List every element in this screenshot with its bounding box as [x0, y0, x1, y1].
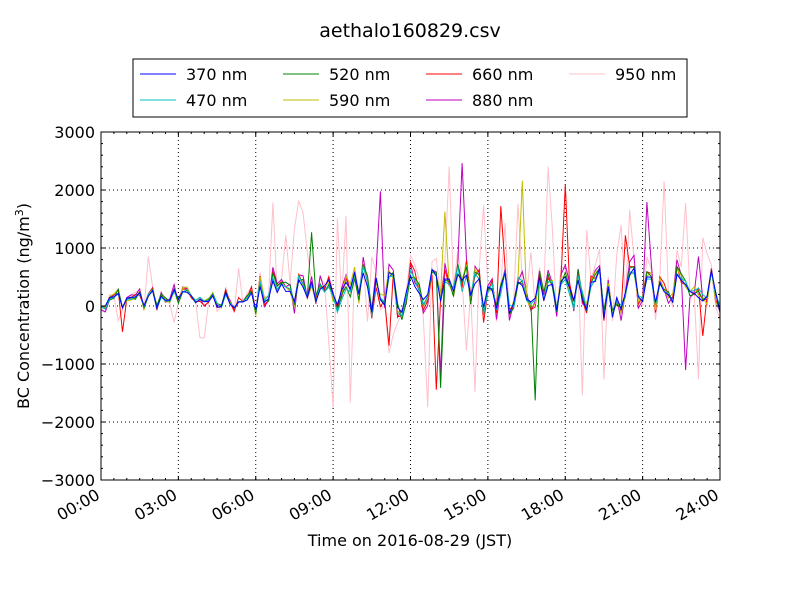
x-tick-label: 00:00 — [54, 485, 103, 525]
legend-frame — [132, 58, 688, 118]
legend-label: 370 nm — [186, 65, 247, 84]
y-axis-label: BC Concentration (ng/m3) — [13, 203, 33, 409]
y-tick-label: 1000 — [54, 239, 95, 258]
y-tick-label: −3000 — [41, 471, 95, 490]
x-tick-label: 09:00 — [286, 485, 335, 525]
y-axis-label-close: ) — [14, 203, 33, 209]
legend: 370 nm 470 nm 520 nm 590 nm 660 nm 880 nm 950 … — [132, 58, 688, 118]
y-tick-label: −2000 — [41, 413, 95, 432]
legend-label: 520 nm — [329, 65, 390, 84]
y-axis-label-superscript: 3 — [13, 209, 26, 216]
series-line-370-nm — [100, 266, 721, 319]
legend-label: 880 nm — [472, 91, 533, 110]
x-tick-label: 06:00 — [208, 485, 257, 525]
y-tick-label: −1000 — [41, 355, 95, 374]
x-tick-label: 15:00 — [440, 485, 489, 525]
legend-label: 590 nm — [329, 91, 390, 110]
legend-label: 660 nm — [472, 65, 533, 84]
y-tick-label: 0 — [85, 297, 95, 316]
x-tick-label: 21:00 — [595, 485, 644, 525]
plot-area: 00:00 03:00 06:00 09:00 12:00 15:00 18:00 21:00… — [41, 123, 722, 525]
y-tick-label: 3000 — [54, 123, 95, 142]
x-axis-label: Time on 2016-08-29 (JST) — [307, 531, 512, 550]
legend-label: 470 nm — [186, 91, 247, 110]
y-axis-label-main: BC Concentration (ng/m — [14, 216, 33, 409]
series-line-950-nm — [100, 166, 721, 408]
x-tick-label: 18:00 — [518, 485, 567, 525]
x-tick-label: 24:00 — [673, 485, 722, 525]
x-tick-label: 03:00 — [131, 485, 180, 525]
chart-title: aethalo160829.csv — [319, 20, 501, 42]
legend-label: 950 nm — [615, 65, 676, 84]
x-tick-label: 12:00 — [363, 485, 412, 525]
y-tick-label: 2000 — [54, 181, 95, 200]
